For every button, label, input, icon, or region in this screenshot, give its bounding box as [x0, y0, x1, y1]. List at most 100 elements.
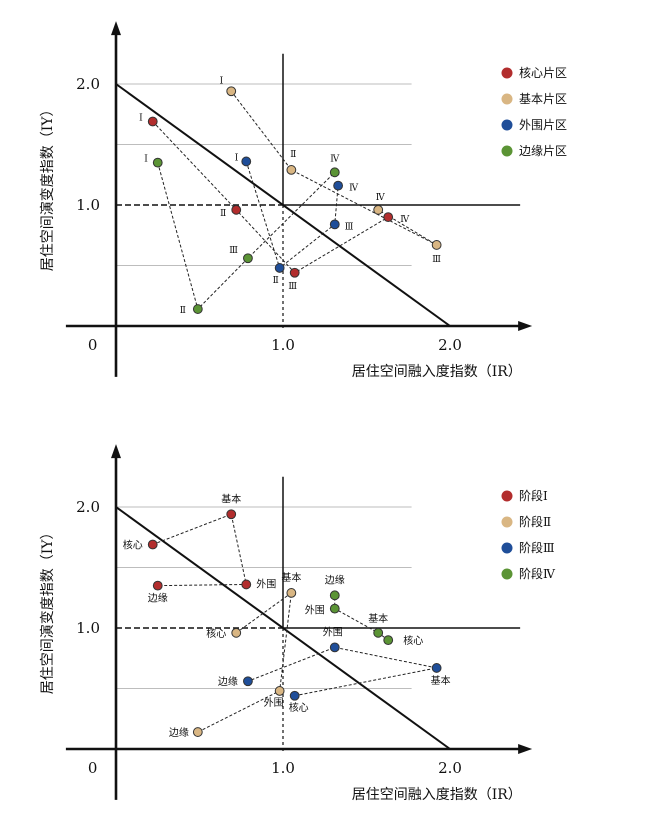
legend-marker — [501, 568, 513, 580]
point-label: Ⅰ — [220, 76, 224, 86]
data-point — [431, 663, 442, 673]
data-point — [241, 579, 252, 590]
data-point — [231, 627, 242, 638]
origin-label: 0 — [88, 336, 98, 354]
point-label: 边缘 — [325, 573, 345, 586]
data-point — [243, 253, 253, 264]
series-path — [152, 121, 389, 274]
point-label: Ⅱ — [290, 150, 296, 160]
y-tick-label: 1.0 — [76, 196, 100, 214]
y-tick-label: 1.0 — [76, 619, 100, 637]
series-path — [230, 90, 437, 246]
data-point — [147, 116, 158, 127]
point-label: 外围 — [305, 605, 325, 617]
series-path — [197, 591, 292, 733]
chart-panel-2: 0 1.0 2.0 1.0 2.0 居住空间融入度指数（IR） 居住空间演变度指数（IY） 核… — [40, 444, 556, 803]
data-point — [286, 588, 297, 598]
legend-label: 外围片区 — [519, 118, 567, 132]
series-path — [247, 646, 437, 697]
point-label: 核心 — [123, 539, 143, 552]
data-point — [226, 509, 237, 520]
data-point — [231, 204, 242, 215]
point-label: Ⅱ — [220, 209, 226, 219]
legend-marker — [501, 490, 513, 502]
point-label: Ⅲ — [432, 255, 441, 265]
legend-label: 阶段Ⅳ — [519, 566, 556, 581]
data-point — [192, 304, 203, 314]
series-path — [334, 595, 389, 641]
data-point — [333, 180, 344, 191]
data-point — [289, 690, 300, 701]
point-label: 核心 — [403, 634, 423, 647]
x-axis-arrow — [518, 744, 533, 754]
point-label: 核心 — [206, 627, 226, 640]
point-label: Ⅰ — [139, 114, 143, 124]
point-label: 基本 — [368, 612, 388, 625]
point-label: 基本 — [221, 492, 241, 505]
chart-panel-1: 0 1.0 2.0 1.0 2.0 居住空间融入度指数（IR） 居住空间演变度指数（IY） Ⅰ… — [40, 21, 567, 380]
point-label: 外围 — [323, 626, 343, 638]
data-point — [274, 686, 285, 696]
legend-marker — [501, 67, 513, 79]
point-label: 外围 — [264, 697, 284, 709]
data-point — [329, 219, 340, 230]
point-label: Ⅳ — [330, 154, 340, 164]
x-tick-label: 2.0 — [438, 759, 462, 777]
data-point — [329, 603, 340, 614]
legend-marker — [501, 516, 513, 528]
data-point — [152, 580, 163, 591]
origin-label: 0 — [88, 759, 98, 777]
data-point — [192, 727, 203, 737]
point-label: 基本 — [431, 674, 451, 687]
point-label: Ⅲ — [229, 246, 238, 256]
point-label: Ⅰ — [235, 153, 239, 163]
point-label: 外围 — [256, 578, 276, 590]
data-point — [289, 267, 300, 278]
legend-marker — [501, 93, 513, 105]
series-path — [152, 513, 247, 587]
legend-label: 基本片区 — [519, 92, 567, 106]
data-point — [329, 590, 340, 601]
legend-label: 边缘片区 — [519, 144, 567, 158]
legend-label: 阶段Ⅲ — [519, 540, 555, 555]
data-point — [383, 212, 394, 223]
point-label: Ⅳ — [349, 184, 359, 194]
point-label: Ⅰ — [144, 155, 148, 165]
point-label: Ⅲ — [288, 282, 297, 292]
y-tick-label: 2.0 — [76, 75, 100, 93]
legend-marker — [501, 542, 513, 554]
legend-label: 阶段Ⅱ — [519, 514, 551, 529]
data-point — [286, 165, 297, 175]
data-point — [243, 676, 253, 687]
legend-label: 核心片区 — [519, 66, 567, 80]
y-tick-label: 2.0 — [76, 498, 100, 516]
data-point — [147, 539, 158, 550]
y-axis-title: 居住空间演变度指数（IY） — [40, 102, 56, 271]
data-point — [431, 240, 442, 250]
point-label: 基本 — [281, 571, 301, 584]
point-label: Ⅳ — [400, 215, 410, 225]
point-label: 边缘 — [148, 592, 168, 605]
legend-marker — [501, 145, 513, 157]
y-axis-arrow — [111, 21, 121, 36]
x-tick-label: 1.0 — [271, 759, 295, 777]
legend-label: 阶段Ⅰ — [519, 488, 548, 503]
series-path — [245, 161, 339, 269]
data-point — [226, 86, 237, 97]
point-label: Ⅳ — [376, 193, 386, 203]
data-point — [152, 157, 163, 168]
y-axis-title: 居住空间演变度指数（IY） — [40, 525, 56, 694]
x-axis-title: 居住空间融入度指数（IR） — [352, 787, 522, 803]
data-point — [241, 156, 252, 167]
point-label: 核心 — [289, 701, 309, 714]
point-label: 边缘 — [169, 726, 189, 739]
data-point — [383, 635, 394, 645]
x-axis-arrow — [518, 321, 533, 331]
x-tick-label: 1.0 — [271, 336, 295, 354]
y-axis-arrow — [111, 444, 121, 459]
point-label: Ⅲ — [345, 222, 354, 232]
x-axis-title: 居住空间融入度指数（IR） — [352, 364, 522, 380]
data-point — [329, 642, 340, 653]
data-point — [274, 263, 285, 273]
